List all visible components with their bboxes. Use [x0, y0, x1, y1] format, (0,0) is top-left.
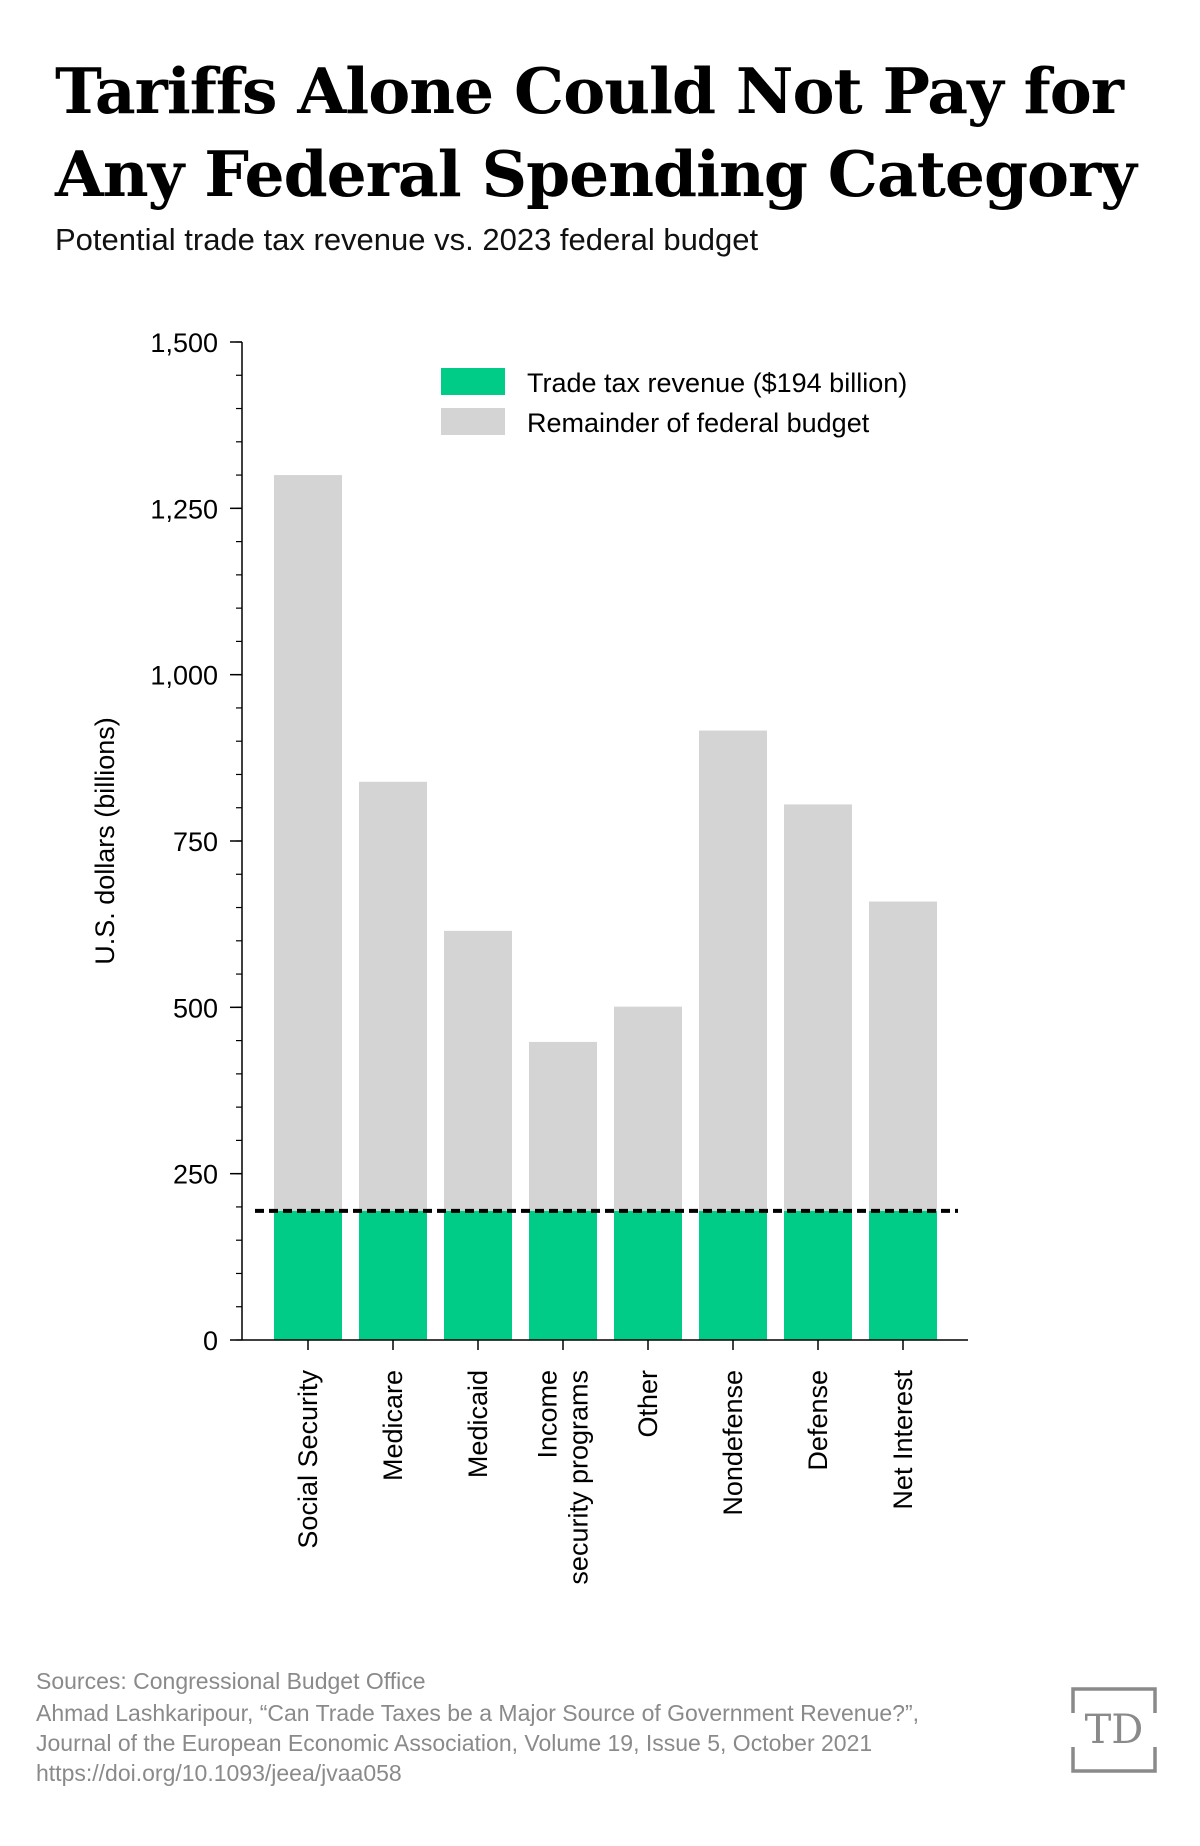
y-tick-label: 0 [203, 1326, 218, 1356]
bar-remainder-5 [699, 730, 767, 1211]
bar-remainder-2 [444, 930, 512, 1211]
bar-remainder-3 [529, 1041, 597, 1211]
bar-remainder-4 [614, 1006, 682, 1211]
x-tick-label-line: Nondefense [718, 1370, 748, 1516]
x-tick-label-3: Incomesecurity programs [533, 1370, 594, 1585]
chart-title: Tariffs Alone Could Not Pay for Any Fede… [55, 50, 1155, 216]
x-tick-label-line: Defense [803, 1370, 833, 1471]
citation-line-3[interactable]: https://doi.org/10.1093/jeea/jvaa058 [36, 1760, 402, 1786]
stacked-bar-chart: Social Security Medicare Medicaid Incomesec… [90, 328, 968, 1585]
x-tick-label-line: Income [533, 1370, 563, 1459]
y-tick-label: 750 [173, 827, 218, 857]
bar-remainder-0 [274, 475, 342, 1211]
x-tick-label-line: Social Security [293, 1370, 323, 1549]
x-tick-label-line: Other [633, 1370, 663, 1438]
bar-trade-tax-4 [614, 1210, 682, 1340]
citation-note: Ahmad Lashkaripour, “Can Trade Taxes be … [36, 1698, 1036, 1788]
bar-trade-tax-1 [359, 1210, 427, 1340]
bar-trade-tax-3 [529, 1210, 597, 1340]
y-axis-label: U.S. dollars (billions) [90, 717, 120, 965]
y-tick-label: 250 [173, 1160, 218, 1190]
y-tick-label: 1,000 [150, 661, 218, 691]
bar-remainder-7 [869, 901, 937, 1211]
chart-title-line-1: Tariffs Alone Could Not Pay for [55, 54, 1124, 128]
legend-swatch-trade-tax [441, 368, 505, 395]
bar-remainder-6 [784, 804, 852, 1211]
x-tick-label-line: Medicare [378, 1370, 408, 1481]
chart-subtitle: Potential trade tax revenue vs. 2023 fed… [55, 222, 759, 257]
x-tick-label-line: Medicaid [463, 1370, 493, 1478]
bar-remainder-1 [359, 781, 427, 1211]
x-tick-label-6: Defense [803, 1370, 833, 1471]
legend-label-remainder: Remainder of federal budget [527, 408, 870, 438]
x-tick-label-2: Medicaid [463, 1370, 493, 1478]
citation-line-2: Journal of the European Economic Associa… [36, 1730, 873, 1756]
x-tick-label-0: Social Security [293, 1370, 323, 1549]
bar-trade-tax-0 [274, 1210, 342, 1340]
sources-note: Sources: Congressional Budget Office [36, 1668, 426, 1694]
y-tick-label: 500 [173, 993, 218, 1023]
x-tick-label-1: Medicare [378, 1370, 408, 1481]
y-tick-label: 1,500 [150, 328, 218, 358]
chart-title-line-2: Any Federal Spending Category [55, 137, 1137, 211]
tax-foundation-logo: TD [1071, 1687, 1157, 1773]
bar-trade-tax-5 [699, 1210, 767, 1340]
bar-trade-tax-7 [869, 1210, 937, 1340]
bar-trade-tax-6 [784, 1210, 852, 1340]
citation-line-1: Ahmad Lashkaripour, “Can Trade Taxes be … [36, 1700, 919, 1726]
bar-trade-tax-2 [444, 1210, 512, 1340]
x-tick-label-line: security programs [564, 1370, 594, 1585]
x-tick-label-4: Other [633, 1370, 663, 1438]
x-tick-label-5: Nondefense [718, 1370, 748, 1516]
logo-text: TD [1085, 1707, 1144, 1753]
legend-label-trade-tax: Trade tax revenue ($194 billion) [527, 368, 907, 398]
x-tick-label-7: Net Interest [888, 1370, 918, 1510]
legend-swatch-remainder [441, 408, 505, 435]
x-tick-label-line: Net Interest [888, 1370, 918, 1510]
y-tick-label: 1,250 [150, 494, 218, 524]
